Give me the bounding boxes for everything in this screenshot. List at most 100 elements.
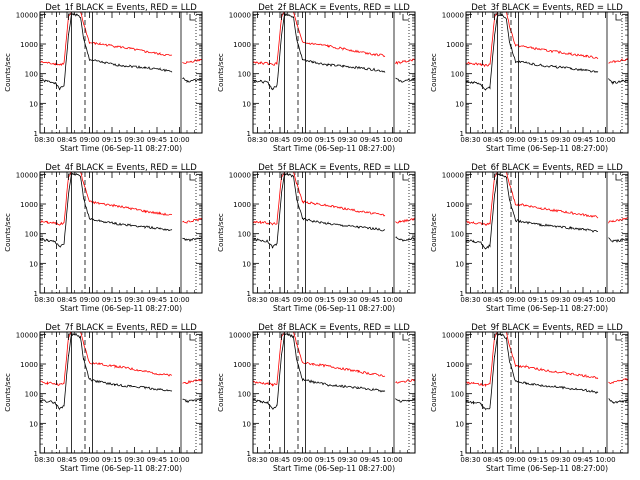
x-tick-label: 09:15 — [528, 136, 548, 144]
x-tick-label: 09:30 — [337, 456, 357, 464]
lld-series-line — [252, 171, 416, 226]
bracket-marker — [494, 173, 501, 180]
y-tick-label: 10 — [455, 420, 464, 428]
y-tick-label: 1 — [34, 450, 38, 458]
y-tick-label: 1 — [34, 130, 38, 138]
y-tick-label: 1 — [460, 130, 464, 138]
plot-frame — [39, 171, 203, 294]
y-axis-label: Counts/sec — [430, 53, 438, 92]
lld-series-line — [39, 331, 203, 386]
x-tick-label: 09:30 — [550, 296, 570, 304]
x-tick-label: 08:45 — [57, 296, 77, 304]
x-tick-label: 09:45 — [147, 456, 167, 464]
events-series-line — [252, 13, 416, 91]
x-axis-label: Start Time (06-Sep-11 08:27:00) — [273, 464, 395, 473]
x-tick-label: 08:45 — [270, 136, 290, 144]
y-tick-label: 1 — [460, 450, 464, 458]
y-tick-label: 10 — [242, 420, 251, 428]
events-series-line — [39, 12, 203, 91]
y-axis-label: Counts/sec — [217, 213, 225, 252]
x-tick-label: 08:45 — [483, 456, 503, 464]
bracket-marker — [615, 14, 622, 21]
lld-series-line — [465, 331, 629, 388]
x-tick-label: 08:30 — [34, 136, 54, 144]
lld-series-line — [252, 331, 416, 387]
bracket-marker — [281, 173, 288, 180]
x-axis-label: Start Time (06-Sep-11 08:27:00) — [273, 144, 395, 153]
y-tick-label: 10 — [29, 100, 38, 108]
y-tick-label: 10 — [242, 100, 251, 108]
plot-frame — [465, 171, 629, 294]
x-tick-label: 08:30 — [34, 296, 54, 304]
x-tick-label: 09:00 — [292, 296, 312, 304]
panel-title: Det_5f BLACK = Events, RED = LLD — [258, 163, 410, 173]
bracket-marker — [402, 334, 409, 341]
x-tick-label: 08:30 — [247, 456, 267, 464]
x-tick-label: 09:45 — [360, 456, 380, 464]
bracket-marker — [281, 333, 288, 340]
detector-panel: Det_1f BLACK = Events, RED = LLD Counts/s… — [4, 3, 203, 153]
y-tick-label: 10000 — [442, 171, 464, 179]
x-tick-label: 09:45 — [360, 296, 380, 304]
x-tick-label: 08:45 — [270, 296, 290, 304]
y-tick-label: 10 — [242, 260, 251, 268]
panel-title: Det_7f BLACK = Events, RED = LLD — [45, 323, 197, 333]
y-tick-label: 100 — [238, 71, 251, 79]
x-tick-label: 09:45 — [573, 296, 593, 304]
panel-title: Det_2f BLACK = Events, RED = LLD — [258, 3, 410, 13]
panel-title: Det_9f BLACK = Events, RED = LLD — [471, 323, 623, 333]
bracket-marker — [68, 13, 75, 20]
lld-series-line — [465, 11, 629, 68]
y-tick-label: 1000 — [446, 361, 464, 369]
x-tick-label: 09:30 — [550, 456, 570, 464]
y-tick-label: 100 — [238, 391, 251, 399]
y-tick-label: 10 — [29, 260, 38, 268]
y-tick-label: 1 — [247, 130, 251, 138]
y-tick-label: 100 — [25, 391, 38, 399]
panel-title: Det_6f BLACK = Events, RED = LLD — [471, 163, 623, 173]
y-tick-label: 1000 — [233, 201, 251, 209]
x-tick-label: 09:00 — [79, 456, 99, 464]
y-tick-label: 10000 — [16, 331, 38, 339]
plot-frame — [252, 331, 416, 454]
detector-panel: Det_4f BLACK = Events, RED = LLD Counts/s… — [4, 163, 203, 313]
panel-title: Det_3f BLACK = Events, RED = LLD — [471, 3, 623, 13]
detector-panel: Det_7f BLACK = Events, RED = LLD Counts/s… — [4, 323, 203, 473]
x-tick-label: 09:00 — [505, 296, 525, 304]
bracket-marker — [189, 174, 196, 181]
y-tick-label: 100 — [238, 231, 251, 239]
x-tick-label: 10:00 — [595, 456, 615, 464]
y-tick-label: 100 — [451, 231, 464, 239]
bracket-marker — [494, 333, 501, 340]
plot-frame — [39, 11, 203, 134]
bracket-marker — [189, 14, 196, 21]
y-axis-label: Counts/sec — [430, 213, 438, 252]
plot-frame — [252, 171, 416, 294]
x-tick-label: 09:30 — [124, 456, 144, 464]
detector-panel: Det_6f BLACK = Events, RED = LLD Counts/s… — [430, 163, 629, 313]
bracket-marker — [494, 13, 501, 20]
y-tick-label: 10000 — [442, 11, 464, 19]
x-tick-label: 09:15 — [315, 456, 335, 464]
x-axis-label: Start Time (06-Sep-11 08:27:00) — [486, 464, 608, 473]
detector-panel: Det_8f BLACK = Events, RED = LLD Counts/s… — [217, 323, 416, 473]
y-tick-label: 1000 — [20, 201, 38, 209]
y-tick-label: 10000 — [229, 11, 251, 19]
plot-frame — [252, 11, 416, 134]
x-tick-label: 09:15 — [528, 456, 548, 464]
x-tick-label: 09:00 — [79, 136, 99, 144]
x-tick-label: 09:45 — [360, 136, 380, 144]
y-tick-label: 10 — [455, 100, 464, 108]
events-series-line — [465, 13, 629, 91]
x-tick-label: 09:15 — [102, 136, 122, 144]
x-tick-label: 09:15 — [315, 296, 335, 304]
y-tick-label: 1 — [34, 290, 38, 298]
x-tick-label: 08:45 — [270, 456, 290, 464]
y-axis-label: Counts/sec — [4, 213, 12, 252]
bracket-marker — [189, 334, 196, 341]
events-series-line — [39, 333, 203, 411]
y-tick-label: 10000 — [16, 171, 38, 179]
x-tick-label: 09:30 — [124, 296, 144, 304]
x-tick-label: 08:30 — [460, 456, 480, 464]
